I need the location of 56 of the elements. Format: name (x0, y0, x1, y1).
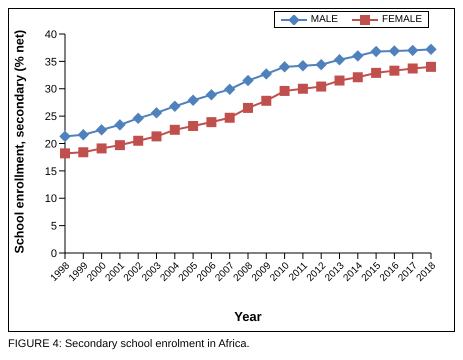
point (170, 124, 180, 135)
point (169, 100, 180, 112)
point (60, 130, 70, 142)
point (224, 112, 235, 123)
point (152, 131, 162, 142)
point (224, 84, 236, 95)
y-tick-label: 15 (44, 166, 57, 178)
point (370, 46, 382, 58)
point (352, 72, 363, 82)
point (261, 96, 272, 106)
point (114, 119, 126, 130)
y-axis-title: School enrollment, secondary (% net) (12, 30, 26, 254)
point (96, 143, 107, 154)
point (206, 89, 217, 100)
point (78, 147, 88, 158)
point (206, 117, 216, 128)
y-tick-label: 30 (44, 84, 57, 96)
point (371, 68, 382, 78)
point (297, 60, 308, 72)
point (352, 50, 364, 62)
y-tick-label: 40 (44, 28, 57, 41)
point (188, 94, 199, 106)
caption: FIGURE 4: Secondary school enrolment in Africa. (8, 338, 250, 350)
point (242, 75, 254, 86)
point (133, 136, 144, 146)
point (132, 112, 144, 124)
point (188, 120, 198, 131)
point (426, 44, 436, 55)
point (389, 66, 400, 76)
legend-label: FEMALE (382, 14, 422, 25)
point (334, 54, 345, 66)
point (426, 62, 436, 72)
point (96, 124, 108, 136)
point (298, 84, 308, 94)
point (279, 61, 290, 72)
point (78, 129, 89, 140)
point (260, 68, 272, 80)
point (316, 82, 326, 92)
point (280, 86, 290, 96)
point (114, 140, 125, 150)
point (407, 44, 418, 56)
point (151, 107, 162, 118)
point (316, 59, 327, 70)
point (60, 148, 70, 158)
point (243, 102, 253, 113)
x-axis-title: Year (234, 309, 262, 324)
point (334, 76, 344, 86)
y-tick-label: 0 (50, 248, 57, 260)
y-tick-label: 35 (44, 56, 57, 68)
point (408, 63, 418, 74)
point (388, 45, 400, 56)
legend-label: MALE (310, 14, 338, 25)
y-tick-label: 5 (50, 220, 57, 233)
y-tick-label: 25 (44, 111, 57, 124)
y-tick-label: 20 (44, 138, 57, 150)
y-tick-label: 10 (44, 193, 57, 206)
